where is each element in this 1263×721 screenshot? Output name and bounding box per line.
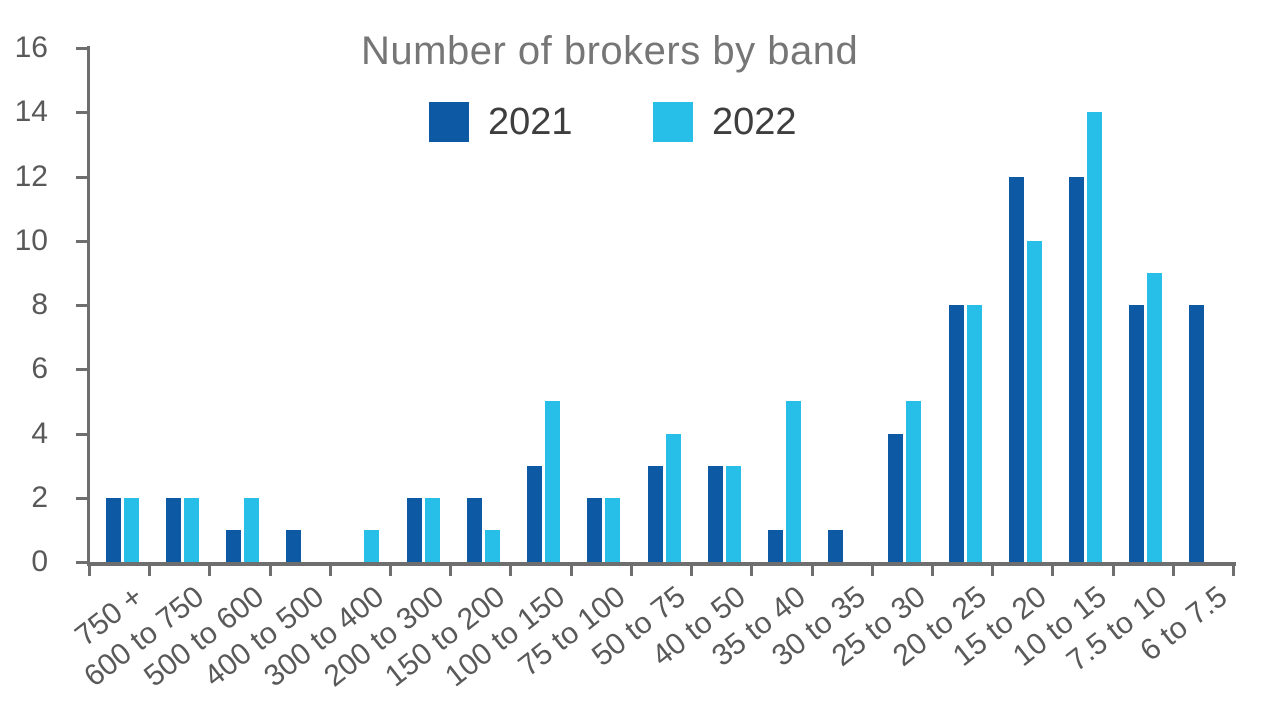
y-axis-tick-14 (76, 111, 89, 115)
x-axis-tick-12 (810, 564, 814, 576)
bar-2021-600-to-750 (165, 497, 181, 562)
x-axis-tick-15 (991, 564, 995, 576)
x-axis-tick-17 (1111, 564, 1115, 576)
legend-swatch-2022 (653, 102, 693, 142)
bar-2022-75-to-100 (605, 497, 621, 562)
x-axis-tick-11 (750, 564, 754, 576)
bar-2022-150-to-200 (484, 529, 500, 562)
bar-2022-35-to-40 (785, 401, 801, 562)
x-axis-tick-19 (1232, 564, 1235, 576)
bar-2022-100-to-150 (545, 401, 561, 562)
bar-2022-300-to-400 (364, 529, 380, 562)
y-axis-tick-4 (76, 432, 89, 436)
bar-2021-30-to-35 (828, 529, 844, 562)
bar-2022-750-plus (123, 497, 139, 562)
bar-2021-35-to-40 (767, 529, 783, 562)
bar-2021-400-to-500 (286, 529, 302, 562)
x-axis-tick-14 (930, 564, 934, 576)
bar-2022-20-to-25 (966, 305, 982, 562)
bar-2022-40-to-50 (725, 465, 741, 562)
chart-title: Number of brokers by band (361, 29, 859, 73)
y-axis-tick-10 (76, 239, 89, 243)
y-axis-label-12: 12 (14, 159, 48, 193)
bar-2022-7.5-to-10 (1147, 272, 1163, 562)
bar-2021-100-to-150 (527, 465, 543, 562)
x-axis-tick-16 (1051, 564, 1055, 576)
y-axis-label-8: 8 (31, 288, 48, 321)
bar-2021-500-to-600 (226, 529, 242, 562)
y-axis-label-14: 14 (14, 95, 48, 129)
y-axis-tick-12 (76, 175, 89, 179)
y-axis-tick-0 (76, 561, 89, 564)
bar-2021-6-to-7.5 (1189, 305, 1205, 562)
x-axis-tick-6 (449, 564, 453, 576)
bar-2022-200-to-300 (424, 497, 440, 562)
bar-2021-150-to-200 (466, 497, 482, 562)
y-axis-label-2: 2 (31, 480, 48, 514)
bar-2021-25-to-30 (888, 433, 904, 562)
x-axis-tick-13 (870, 564, 874, 576)
bar-2022-600-to-750 (183, 497, 199, 562)
y-axis-tick-8 (76, 304, 89, 307)
bar-2021-200-to-300 (406, 497, 422, 562)
x-axis-tick-8 (569, 564, 573, 576)
bar-2021-75-to-100 (587, 497, 603, 562)
x-axis-tick-1 (148, 564, 152, 576)
x-axis-tick-5 (389, 564, 393, 576)
legend-label-2022: 2022 (712, 101, 797, 143)
bar-2022-25-to-30 (906, 401, 922, 562)
bar-2021-20-to-25 (948, 305, 964, 562)
bar-2021-40-to-50 (707, 465, 723, 562)
bar-2022-15-to-20 (1026, 240, 1042, 562)
bar-2021-50-to-75 (647, 465, 663, 562)
x-axis-tick-10 (690, 564, 694, 576)
x-axis-line (87, 562, 1236, 566)
bar-2022-10-to-15 (1086, 112, 1102, 562)
x-axis-tick-18 (1171, 564, 1175, 576)
y-axis-tick-2 (76, 496, 89, 500)
legend-label-2021: 2021 (488, 101, 573, 143)
bar-2021-15-to-20 (1008, 176, 1024, 562)
x-axis-tick-0 (88, 564, 91, 576)
x-axis-tick-2 (208, 564, 212, 576)
y-axis-label-6: 6 (31, 352, 48, 386)
y-axis-label-16: 16 (14, 31, 48, 64)
y-axis-label-0: 0 (31, 545, 48, 578)
y-axis-tick-6 (76, 368, 89, 372)
bar-2022-500-to-600 (244, 497, 260, 562)
bar-2022-50-to-75 (665, 433, 681, 562)
legend-swatch-2021 (429, 102, 469, 142)
bar-2021-750-plus (105, 497, 121, 562)
x-axis-tick-3 (268, 564, 272, 576)
bar-2021-7.5-to-10 (1129, 305, 1145, 562)
y-axis-label-10: 10 (14, 223, 48, 257)
y-axis-tick-16 (76, 47, 89, 50)
x-axis-tick-9 (629, 564, 633, 576)
bar-2021-10-to-15 (1068, 176, 1084, 562)
x-axis-tick-4 (328, 564, 332, 576)
x-axis-tick-7 (509, 564, 513, 576)
y-axis-label-4: 4 (31, 416, 48, 450)
